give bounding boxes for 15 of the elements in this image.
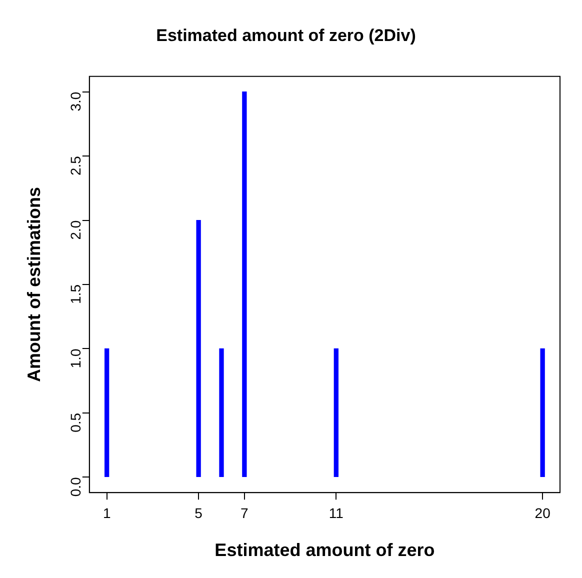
y-tick-label: 1.5 — [67, 284, 84, 304]
x-tick-label: 1 — [102, 504, 111, 521]
y-tick-label: 0.5 — [67, 412, 84, 432]
x-tick-label: 11 — [328, 504, 344, 521]
y-tick-label: 0.0 — [67, 476, 84, 497]
chart-title: Estimated amount of zero (2Div) — [156, 26, 416, 45]
y-tick-label: 1.0 — [67, 348, 84, 368]
y-axis-title: Amount of estimations — [24, 186, 44, 382]
x-tick-label: 20 — [534, 504, 551, 521]
y-tick-label: 2.5 — [67, 156, 84, 176]
x-tick-label: 5 — [194, 504, 203, 521]
x-tick-label: 7 — [240, 504, 249, 521]
x-axis-title: Estimated amount of zero — [214, 540, 435, 560]
y-tick-label: 3.0 — [67, 92, 84, 112]
y-tick-label: 2.0 — [67, 220, 84, 240]
